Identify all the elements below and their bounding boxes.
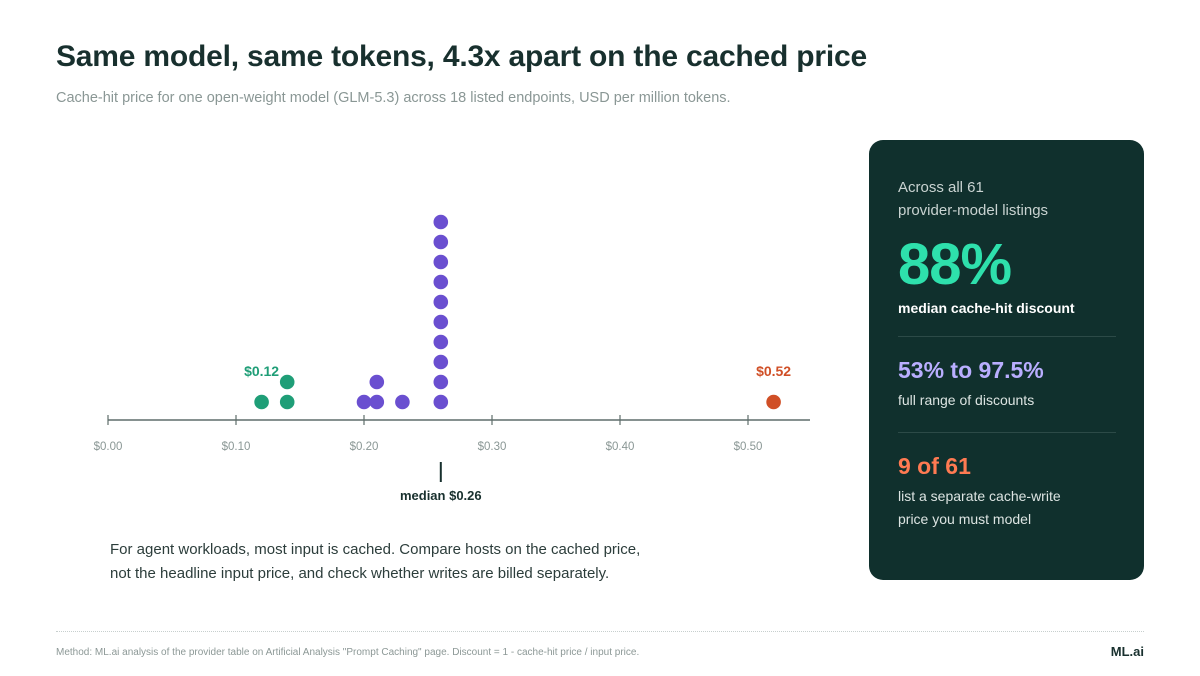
median-label: median $0.26	[400, 488, 482, 503]
footer-divider	[56, 631, 1144, 632]
x-axis-tick-label: $0.20	[350, 441, 379, 453]
cache-write-label: list a separate cache-write price you mu…	[898, 485, 1116, 531]
median-discount-stat: 88%	[898, 232, 1012, 297]
data-point-mid	[433, 234, 449, 250]
data-point-mid	[433, 334, 449, 350]
x-axis-tick-label: $0.50	[734, 441, 763, 453]
data-point-low	[279, 394, 295, 410]
card-intro-line-2: provider-model listings	[898, 202, 1049, 219]
data-point-mid	[433, 314, 449, 330]
data-point-mid	[369, 374, 385, 390]
data-point-mid	[433, 274, 449, 290]
takeaway-note: For agent workloads, most input is cache…	[110, 538, 730, 586]
dot-plot-chart: $0.00 $0.10 $0.20 $0.30 $0.40 $0.50 $0.12 $0.52…	[94, 214, 810, 503]
data-point-mid	[433, 394, 449, 410]
median-discount-label: median cache-hit discount	[898, 300, 1075, 316]
card-intro-line-1: Across all 61	[898, 179, 984, 196]
cache-write-label-line-1: list a separate cache-write	[898, 488, 1061, 504]
card-divider	[898, 336, 1116, 337]
data-point-high	[766, 394, 781, 410]
discount-range-stat: 53% to 97.5%	[898, 357, 1044, 383]
data-point-mid	[433, 254, 449, 270]
data-point-mid	[356, 394, 372, 410]
x-axis-tick-label: $0.10	[222, 441, 251, 453]
cache-write-label-line-2: price you must model	[898, 511, 1032, 527]
data-point-low	[254, 394, 269, 410]
card-intro: Across all 61 provider-model listings	[898, 176, 1116, 222]
data-point-mid	[395, 394, 410, 410]
summary-card: Across all 61 provider-model listings 88…	[869, 140, 1144, 580]
value-annotation: $0.52	[756, 363, 791, 379]
x-axis-tick-label: $0.40	[606, 441, 635, 453]
chart-title: Same model, same tokens, 4.3x apart on t…	[56, 40, 867, 73]
cache-write-stat: 9 of 61	[898, 453, 971, 479]
data-point-mid	[433, 214, 449, 230]
discount-range-label: full range of discounts	[898, 392, 1035, 408]
chart-subtitle: Cache-hit price for one open-weight mode…	[56, 90, 731, 106]
takeaway-line-2: not the headline input price, and check …	[110, 565, 610, 582]
takeaway-line-1: For agent workloads, most input is cache…	[110, 541, 641, 558]
data-point-mid	[369, 394, 385, 410]
data-point-low	[279, 374, 295, 390]
card-divider	[898, 432, 1116, 433]
data-point-mid	[433, 374, 449, 390]
x-axis-tick-label: $0.30	[478, 441, 507, 453]
data-point-mid	[433, 294, 449, 310]
data-point-mid	[433, 354, 449, 370]
method-note: Method: ML.ai analysis of the provider t…	[56, 647, 640, 658]
x-axis-tick-label: $0.00	[94, 441, 123, 453]
value-annotation: $0.12	[244, 363, 279, 379]
brand-logo: ML.ai	[1110, 644, 1144, 659]
